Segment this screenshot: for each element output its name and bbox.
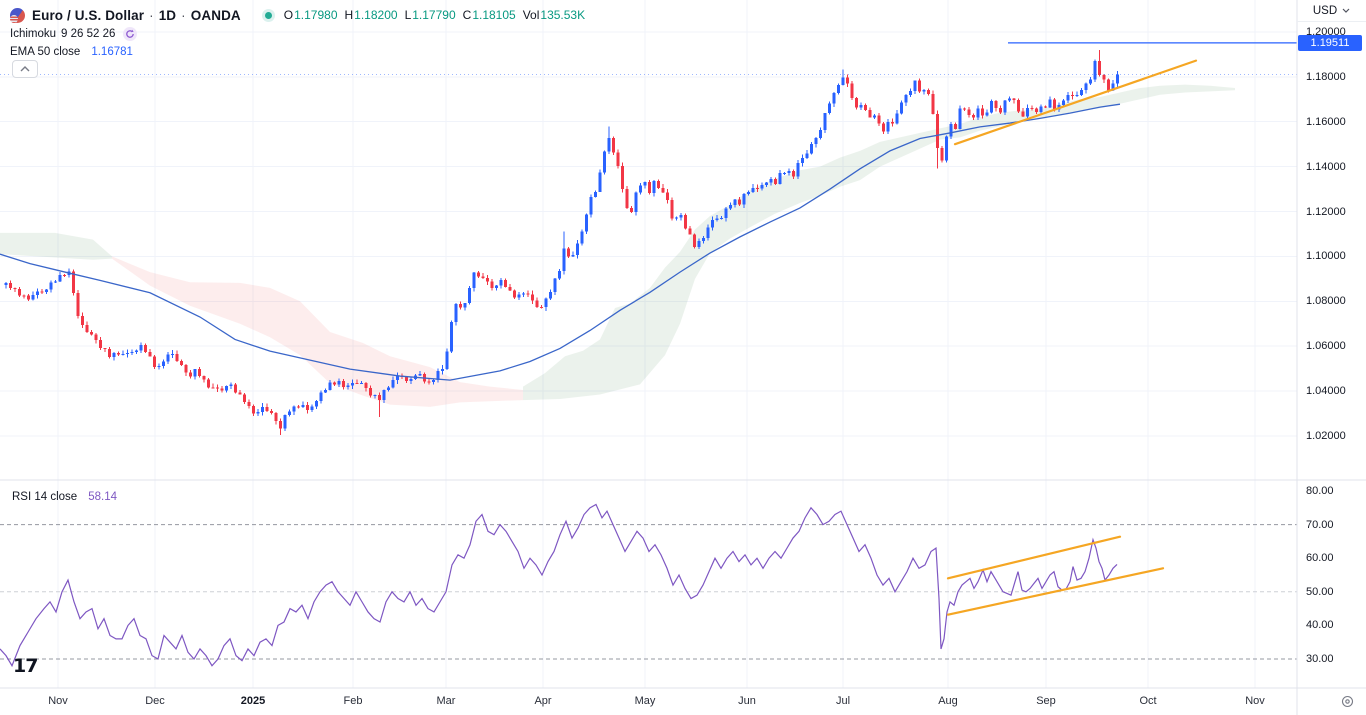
timeframe-label[interactable]: 1D	[158, 7, 177, 23]
volume-label: Vol	[522, 8, 540, 22]
month-label-nov: Nov	[48, 695, 68, 707]
month-label-aug: Aug	[938, 695, 958, 707]
month-label-may: May	[634, 695, 656, 707]
low-value: 1.17790	[412, 8, 456, 22]
pane-collapse-button[interactable]	[12, 60, 38, 78]
candlestick-series	[4, 49, 1120, 435]
close-value: 1.18105	[472, 8, 516, 22]
rsi-tick-label: 30.00	[1306, 653, 1334, 665]
volume-value: 135.53K	[540, 8, 586, 22]
month-label-apr: Apr	[534, 695, 552, 707]
rsi-pane	[0, 503, 1297, 668]
ema-label: EMA 50 close	[10, 46, 81, 58]
price-tick-label: 1.10000	[1306, 250, 1346, 263]
indicator-row-rsi[interactable]: RSI 14 close 58.14	[12, 488, 117, 506]
chevron-up-icon	[20, 66, 30, 72]
title-separator: ·	[149, 7, 154, 23]
exchange-label: OANDA	[190, 7, 241, 23]
month-label-jun: Jun	[738, 695, 756, 707]
rsi-line	[0, 503, 1118, 668]
price-tick-label: 1.16000	[1306, 115, 1346, 128]
chevron-down-icon	[1342, 8, 1350, 13]
time-axis[interactable]: Nov Dec 2025 Feb Mar Apr May Jun Jul Aug Sep Oct Nov	[0, 688, 1366, 715]
price-tick-label: 1.12000	[1306, 205, 1346, 218]
month-label-oct: Oct	[1139, 695, 1157, 707]
low-label: L	[404, 8, 412, 22]
chart-legend: Euro / U.S. Dollar · 1D · OANDA O1.17980 H1.…	[10, 5, 585, 61]
month-label-feb: Feb	[343, 695, 363, 707]
alert-price-badge[interactable]: 1.19511	[1298, 34, 1362, 51]
price-tick-label: 1.18000	[1306, 70, 1346, 83]
symbol-title[interactable]: Euro / U.S. Dollar · 1D · OANDA	[32, 8, 241, 23]
symbol-name[interactable]: Euro / U.S. Dollar	[32, 7, 145, 23]
price-axis[interactable]: USD 1.20000 1.18000 1.16000 1.14000 1.12000 1…	[1297, 0, 1366, 715]
rsi-tick-label: 70.00	[1306, 518, 1334, 531]
ichimoku-cloud	[0, 84, 1235, 407]
open-label: O	[283, 8, 294, 22]
month-label-nov: Nov	[1245, 695, 1265, 707]
price-tick-label: 1.08000	[1306, 295, 1346, 308]
rsi-label: RSI 14 close	[12, 491, 78, 503]
ema-value: 1.16781	[91, 46, 133, 58]
rsi-value: 58.14	[88, 491, 117, 503]
indicator-loading-icon[interactable]	[123, 27, 138, 41]
rsi-tick-label: 80.00	[1306, 485, 1334, 497]
trendline-main	[953, 59, 1198, 146]
ichimoku-label: Ichimoku	[10, 28, 57, 40]
ichimoku-params: 9 26 52 26	[61, 28, 116, 40]
ema-line	[0, 103, 1121, 381]
rsi-trendline-2	[946, 567, 1165, 616]
month-label-mar: Mar	[436, 695, 456, 707]
month-label-2025: 2025	[240, 695, 266, 707]
high-value: 1.18200	[354, 8, 398, 22]
title-separator-2: ·	[181, 7, 186, 23]
close-label: C	[462, 8, 472, 22]
rsi-tick-label: 60.00	[1306, 552, 1334, 565]
rsi-tick-label: 40.00	[1306, 619, 1334, 632]
price-tick-label: 1.06000	[1306, 340, 1346, 353]
drawing-tools[interactable]	[0, 42, 1297, 146]
symbol-header-row[interactable]: Euro / U.S. Dollar · 1D · OANDA O1.17980 H1.…	[10, 5, 585, 25]
grid-lines	[0, 0, 1297, 688]
open-value: 1.17980	[294, 8, 338, 22]
ohlc-values: O1.17980 H1.18200 L1.17790 C1.18105 Vol1…	[284, 8, 585, 22]
rsi-tick-label: 50.00	[1306, 585, 1334, 598]
month-label-sep: Sep	[1036, 695, 1056, 707]
high-label: H	[344, 8, 354, 22]
currency-selector[interactable]: USD	[1297, 0, 1366, 22]
price-tick-label: 1.04000	[1306, 385, 1346, 398]
month-label-dec: Dec	[145, 695, 165, 707]
currency-label: USD	[1312, 4, 1338, 17]
tradingview-logo[interactable]: 17	[13, 655, 38, 677]
price-tick-label: 1.14000	[1306, 160, 1346, 173]
market-status-icon	[264, 11, 272, 19]
indicator-row-ichimoku[interactable]: Ichimoku 9 26 52 26	[10, 25, 585, 43]
indicator-row-ema[interactable]: EMA 50 close 1.16781	[10, 43, 585, 61]
price-tick-label: 1.02000	[1306, 430, 1346, 442]
rsi-trendline-1	[946, 535, 1122, 580]
symbol-logo-icon	[10, 7, 25, 23]
month-label-jul: Jul	[835, 695, 851, 707]
axis-settings-icon[interactable]	[1340, 694, 1355, 714]
